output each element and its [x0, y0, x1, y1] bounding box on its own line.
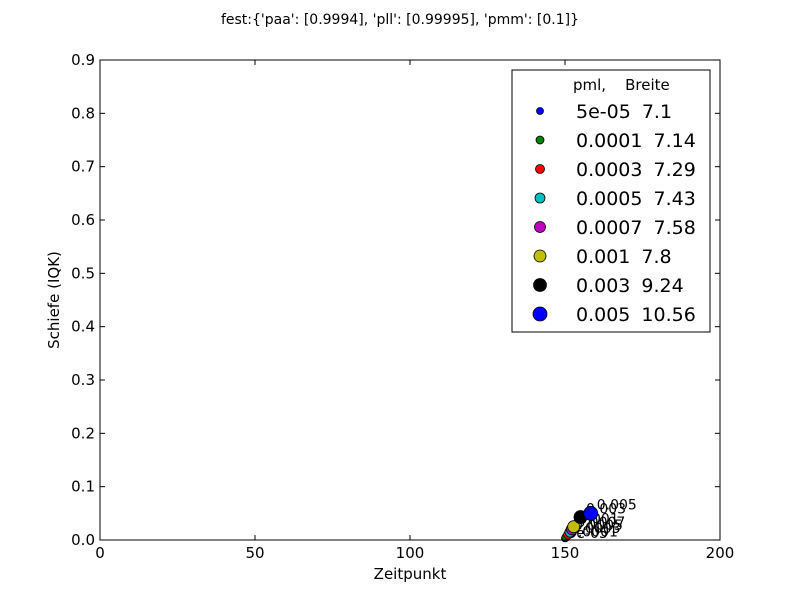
x-tick-label: 200	[706, 544, 735, 562]
legend-breite: 10.56	[641, 304, 695, 326]
data-point-label: 0.0005	[574, 518, 623, 534]
legend-pml: 0.0007	[576, 217, 642, 239]
legend-pml: 0.003	[576, 275, 630, 297]
legend-marker	[532, 306, 548, 322]
legend-marker	[533, 278, 547, 292]
x-axis-label: Zeitpunkt	[374, 565, 447, 583]
chart-title: fest:{'paa': [0.9994], 'pll': [0.99995],…	[221, 12, 579, 28]
legend-marker	[534, 221, 546, 233]
legend-breite: 7.14	[653, 130, 695, 152]
data-point-label: 0.0003	[572, 521, 621, 537]
legend-pml: 0.0005	[576, 188, 642, 210]
x-tick-label: 50	[245, 544, 264, 562]
y-tick-label: 0.0	[71, 531, 95, 549]
y-tick-label: 0.8	[71, 104, 95, 122]
legend-breite: 7.29	[653, 159, 695, 181]
y-axis-label: Schiefe (IQK)	[45, 251, 63, 349]
legend: pml, Breite 5e-05 7.10.0001 7.14 0.0003 7.29…	[511, 69, 711, 333]
y-tick-label: 0.2	[71, 424, 95, 442]
x-tick-label: 0	[95, 544, 105, 562]
y-tick-label: 0.5	[71, 264, 95, 282]
data-point-label: 0.005	[597, 497, 637, 513]
axis-ticks: 0 50 100 150 200 0.0 0.1 0.2 0.3 0.4 0.5 0.6 0.7 0.8 0…	[71, 51, 734, 562]
y-tick-label: 0.4	[71, 318, 95, 336]
y-tick-label: 0.3	[71, 371, 95, 389]
legend-marker	[534, 192, 546, 204]
legend-pml: 0.0001	[576, 130, 642, 152]
legend-pml: 0.0003	[576, 159, 642, 181]
y-tick-label: 0.9	[71, 51, 95, 69]
legend-breite: 7.43	[653, 188, 695, 210]
y-tick-label: 0.1	[71, 478, 95, 496]
data-point	[583, 505, 599, 521]
legend-breite: 7.1	[642, 101, 672, 123]
legend-breite: 7.58	[653, 217, 695, 239]
plot-frame	[99, 59, 721, 541]
legend-breite: 9.24	[641, 275, 683, 297]
x-tick-label: 100	[396, 544, 425, 562]
legend-marker	[535, 135, 545, 145]
x-tick-label: 150	[551, 544, 580, 562]
legend-header: pml, Breite	[573, 76, 670, 94]
data-point-label: 0.0001	[569, 524, 618, 540]
legend-pml: 0.001	[576, 246, 630, 268]
y-tick-label: 0.6	[71, 211, 95, 229]
data-point	[567, 520, 581, 534]
y-tick-label: 0.7	[71, 158, 95, 176]
legend-pml: 5e-05	[576, 101, 631, 123]
legend-breite: 7.8	[641, 246, 671, 268]
legend-pml: 0.005	[576, 304, 630, 326]
legend-marker	[536, 107, 544, 115]
data-points: 5e-050.00010.00030.00050.00070.0010.0030…	[561, 497, 637, 543]
legend-marker	[535, 164, 545, 174]
legend-marker	[533, 249, 547, 263]
